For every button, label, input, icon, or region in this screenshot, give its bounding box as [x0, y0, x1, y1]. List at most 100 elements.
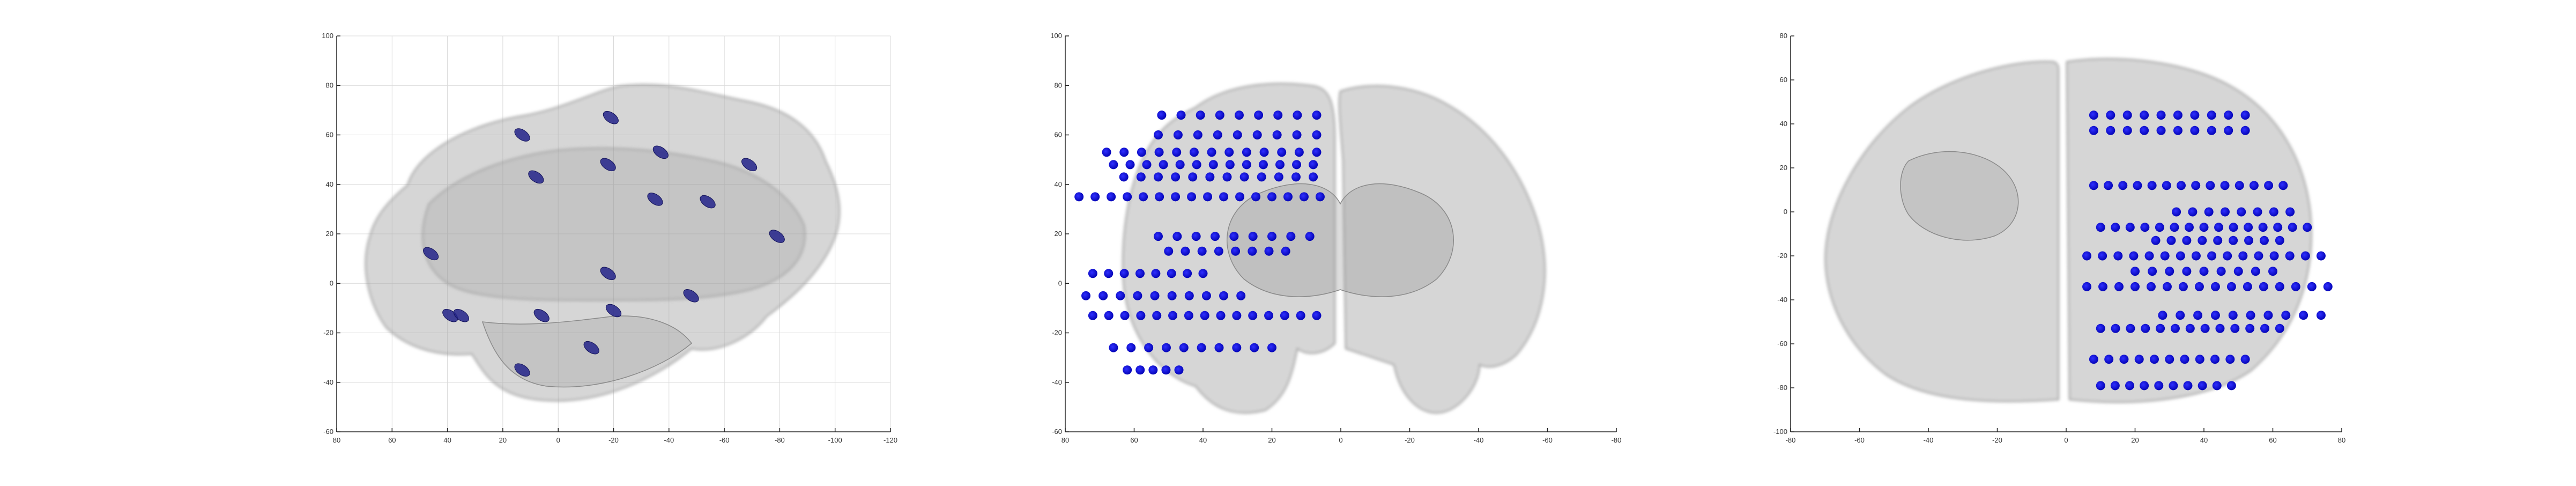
y-tick-label: -40 [1777, 296, 1787, 304]
electrode-point [1153, 232, 1163, 241]
electrode-point [2170, 223, 2179, 232]
x-tick-label: -60 [719, 436, 730, 444]
electrode-point [1142, 160, 1152, 170]
electrode-point [1315, 192, 1325, 202]
electrode-point [2165, 355, 2174, 364]
electrode-point [514, 128, 530, 142]
electrode-point [2096, 223, 2105, 232]
electrode-point [2118, 181, 2128, 190]
electrode-point [1144, 343, 1154, 352]
electrode-point [2147, 181, 2157, 190]
electrode-point [2104, 355, 2114, 364]
electrode-point [1161, 365, 1171, 375]
electrode-point [2140, 126, 2149, 135]
electrode-point [1312, 111, 1322, 120]
y-tick-label: 80 [326, 81, 333, 89]
electrode-point [514, 363, 530, 377]
sagittal-electrodes [423, 111, 785, 377]
x-tick-label: -80 [1786, 436, 1796, 444]
electrode-point [1233, 130, 1242, 139]
electrode-point [2268, 267, 2277, 276]
electrode-point [1294, 148, 1304, 157]
electrode-point [2206, 181, 2215, 190]
electrode-point [1248, 232, 1258, 241]
electrode-point [1196, 111, 1205, 120]
electrode-point [2229, 223, 2238, 232]
electrode-point [2195, 355, 2204, 364]
electrode-point [1159, 160, 1168, 170]
electrode-point [1179, 343, 1189, 352]
x-tick-label: -40 [1924, 436, 1934, 444]
electrode-point [2082, 282, 2092, 291]
x-tick-label: -20 [1992, 436, 2002, 444]
electrode-point [1172, 148, 1182, 157]
electrode-point [2154, 381, 2164, 391]
y-tick-label: 40 [326, 180, 333, 188]
electrode-point [1264, 311, 1274, 320]
electrode-point [1232, 311, 1242, 320]
electrode-point [2158, 311, 2167, 320]
y-tick-label: 60 [326, 131, 333, 139]
electrode-point [2224, 111, 2233, 120]
electrode-point [2182, 267, 2192, 276]
electrode-point [2191, 181, 2201, 190]
electrode-point [1309, 172, 1318, 182]
electrode-point [1150, 291, 1160, 300]
electrode-point [1312, 148, 1322, 157]
y-tick-label: -20 [323, 329, 333, 337]
electrode-point [2140, 381, 2149, 391]
electrode-point [1173, 130, 1183, 139]
electrode-point [2207, 126, 2216, 135]
electrode-point [2254, 251, 2263, 261]
electrode-point [1197, 343, 1206, 352]
electrode-point [2212, 381, 2222, 391]
electrode-point [2275, 235, 2284, 245]
electrode-point [1299, 192, 1309, 202]
x-tick-label: 20 [2131, 436, 2139, 444]
electrode-point [1198, 269, 1208, 278]
electrode-point [1168, 311, 1178, 320]
electrode-point [2237, 207, 2246, 217]
x-tick-label: 20 [1268, 436, 1275, 444]
electrode-point [2114, 282, 2124, 291]
electrode-point [2162, 282, 2172, 291]
electrode-point [2238, 251, 2248, 261]
electrode-point [2220, 207, 2230, 217]
x-tick-label: 60 [388, 436, 396, 444]
electrode-point [2111, 323, 2120, 333]
electrode-point [1181, 246, 1190, 256]
sagittal-axes: 80 60 40 20 0 -20 -40 -60 -80 -100 -120 100 80 60 40 20… [322, 32, 897, 444]
electrode-point [2210, 311, 2220, 320]
electrode-point [1291, 172, 1301, 182]
electrode-point [2258, 223, 2268, 232]
x-tick-label: -120 [884, 436, 897, 444]
electrode-point [2160, 251, 2170, 261]
electrode-point [1264, 246, 1274, 256]
electrode-point [1312, 130, 1322, 139]
electrode-point [1280, 311, 1289, 320]
electrode-point [1281, 246, 1290, 256]
electrode-point [2162, 181, 2171, 190]
electrode-point [2244, 235, 2254, 245]
electrode-point [1312, 311, 1322, 320]
electrode-point [1267, 192, 1276, 202]
electrode-point [2269, 251, 2279, 261]
electrode-point [1248, 311, 1258, 320]
y-tick-label: -40 [1052, 378, 1062, 386]
electrode-point [2220, 181, 2230, 190]
electrode-point [2193, 311, 2203, 320]
electrode-point [2156, 126, 2166, 135]
coronal-panel: 80 60 40 20 0 -20 -40 -60 -80 100 80 60 40 20 0 -20 -40 -… [1050, 32, 1621, 444]
electrode-point [2140, 111, 2149, 120]
electrode-point [1267, 343, 1276, 352]
electrode-point [2104, 181, 2113, 190]
electrode-point [2243, 282, 2252, 291]
electrode-point [2194, 282, 2204, 291]
electrode-point [2273, 223, 2283, 232]
electrode-point [2300, 251, 2310, 261]
electrode-point [1152, 311, 1162, 320]
electrode-point [1153, 130, 1163, 139]
electrode-point [1232, 343, 1242, 352]
electrode-point [2225, 355, 2235, 364]
electrode-point [2110, 381, 2120, 391]
